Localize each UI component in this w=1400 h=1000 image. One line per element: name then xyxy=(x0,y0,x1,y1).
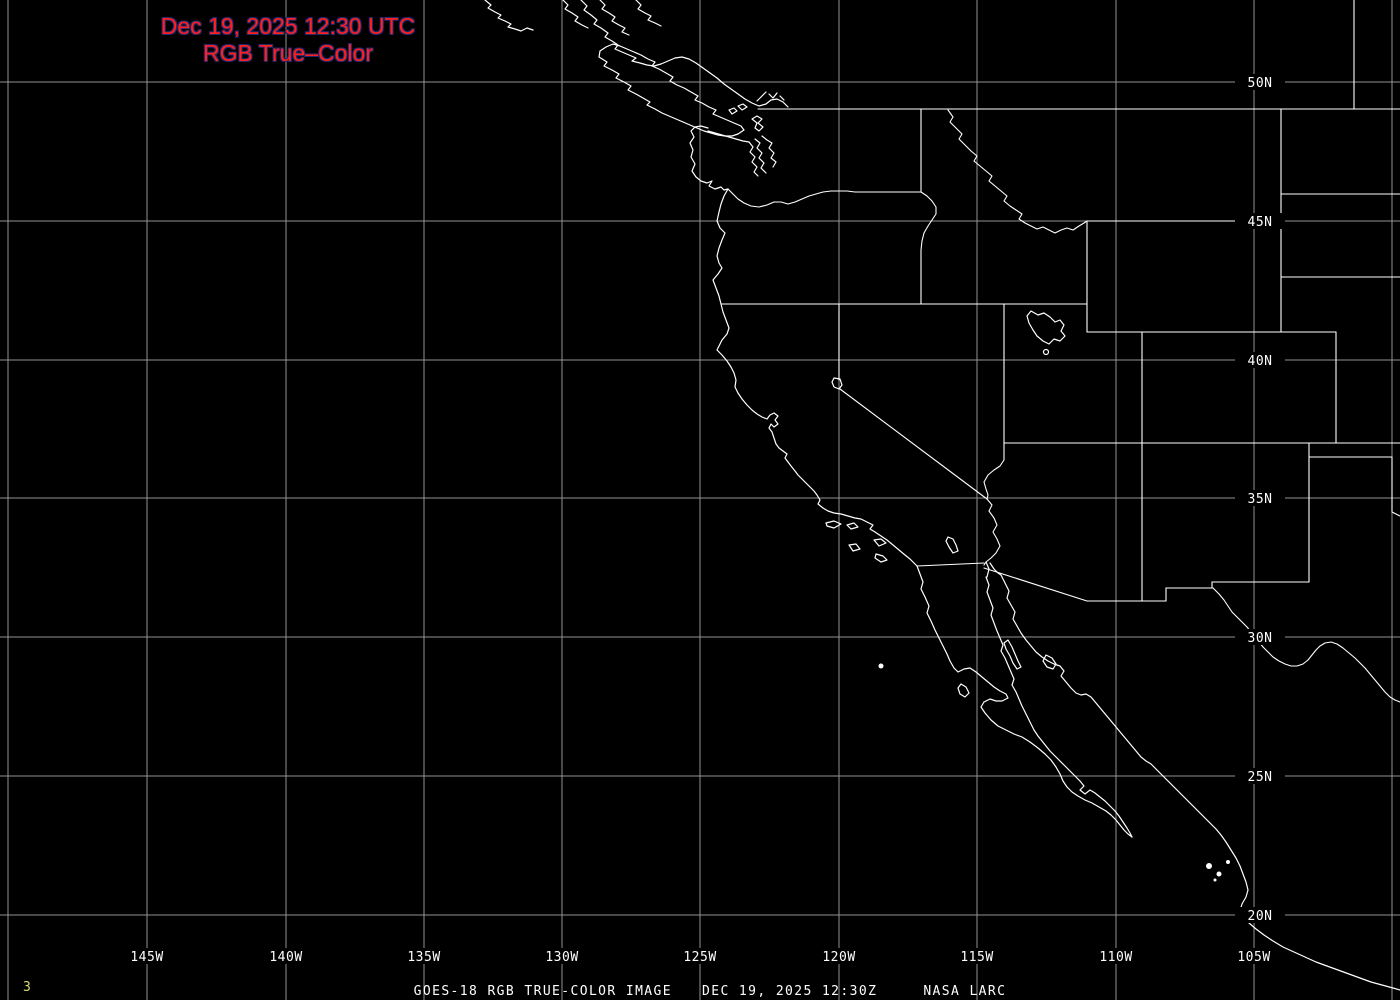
title-timestamp: Dec 19, 2025 12:30 UTC xyxy=(160,13,416,39)
lon-label-130W: 130W xyxy=(545,950,578,965)
island-channel-5 xyxy=(874,553,888,563)
lon-label-145W: 145W xyxy=(130,950,163,965)
lon-label-120W: 120W xyxy=(822,950,855,965)
island-cedros xyxy=(957,683,970,698)
island-marias-4 xyxy=(1213,878,1217,882)
border-layer xyxy=(720,0,1400,703)
border-ca-mexico xyxy=(916,562,985,567)
island-whidbey xyxy=(751,115,764,132)
coastline-oregon-california xyxy=(712,188,918,567)
caption-product-name: GOES-18 RGB TRUE-COLOR IMAGE xyxy=(413,984,672,999)
caption-attribution: NASA LARC xyxy=(923,984,1007,999)
lon-label-125W: 125W xyxy=(683,950,716,965)
river-rio-grande xyxy=(1212,587,1400,703)
lon-label-bg xyxy=(1234,948,1274,964)
lon-label-bg xyxy=(404,948,444,964)
coastline-bc-fjord-3 xyxy=(635,0,662,27)
lat-label-bg xyxy=(1235,352,1285,368)
coastline-baja-east xyxy=(985,576,1133,838)
island-marias-2 xyxy=(1216,871,1222,877)
lon-label-140W: 140W xyxy=(269,950,302,965)
border-wa-or-columbia xyxy=(727,188,922,208)
coastline-bellingham xyxy=(756,91,785,102)
coastline-olympic-peninsula xyxy=(689,125,729,191)
lat-label-20N: 20N xyxy=(1248,909,1273,924)
border-tx-100w xyxy=(1391,456,1400,517)
lat-label-40N: 40N xyxy=(1248,354,1273,369)
lake-layer xyxy=(831,310,1066,554)
image-title: Dec 19, 2025 12:30 UTC RGB True–Color xyxy=(120,13,456,67)
lon-label-bg xyxy=(819,948,859,964)
coastline-bc-fjord-2 xyxy=(599,0,630,36)
lon-label-105W: 105W xyxy=(1237,950,1270,965)
lat-label-bg xyxy=(1235,213,1285,229)
lat-label-50N: 50N xyxy=(1248,76,1273,91)
lat-label-bg xyxy=(1235,629,1285,645)
caption-timestamp: DEC 19, 2025 12:30Z xyxy=(702,984,878,999)
island-channel-4 xyxy=(873,538,887,547)
border-id-mt-bitterroot xyxy=(947,109,1088,234)
utah-lake xyxy=(1042,348,1050,356)
grid-label-layer: 145W 140W 135W 130W 125W 120W 115W 110W 105W 50N 4… xyxy=(127,74,1285,965)
island-channel-2 xyxy=(846,522,859,530)
island-san-juan-1 xyxy=(737,103,748,111)
coastline-puget-sound-3 xyxy=(761,135,777,168)
great-salt-lake xyxy=(1026,310,1066,345)
lon-label-115W: 115W xyxy=(960,950,993,965)
coastline-haida-gwaii xyxy=(484,0,534,32)
island-marias-1 xyxy=(1206,863,1212,869)
lat-label-bg xyxy=(1235,768,1285,784)
lon-label-bg xyxy=(542,948,582,964)
coastline-bc-mainland xyxy=(580,0,789,108)
border-az-mexico-diagonal xyxy=(983,567,1088,602)
lat-label-bg xyxy=(1235,490,1285,506)
coastline-juan-de-fuca xyxy=(707,130,750,143)
coastline-baja-west xyxy=(916,565,1133,838)
coastline-bc-fjord-1 xyxy=(562,0,589,29)
lon-label-bg xyxy=(680,948,720,964)
frame-number: 3 xyxy=(23,980,31,995)
island-angel-de-la-guarda xyxy=(1003,639,1022,670)
lat-label-30N: 30N xyxy=(1248,631,1273,646)
lon-label-bg xyxy=(266,948,306,964)
title-product: RGB True–Color xyxy=(202,40,373,66)
salton-sea xyxy=(945,536,959,554)
coastline-sonora-sinaloa xyxy=(1000,574,1400,991)
island-san-juan-2 xyxy=(728,107,738,115)
lon-label-bg xyxy=(957,948,997,964)
lake-tahoe xyxy=(831,377,843,390)
lat-label-bg xyxy=(1235,907,1285,923)
coastline-vancouver-island xyxy=(598,43,745,137)
lon-label-135W: 135W xyxy=(407,950,440,965)
lat-label-45N: 45N xyxy=(1248,215,1273,230)
colorado-river-delta xyxy=(985,561,1002,578)
island-marias-3 xyxy=(1226,860,1230,864)
island-channel-3 xyxy=(848,543,861,552)
lon-label-110W: 110W xyxy=(1099,950,1132,965)
island-channel-1 xyxy=(825,520,842,529)
lon-label-bg xyxy=(1096,948,1136,964)
border-colorado-river xyxy=(983,442,1005,566)
island-tiburon xyxy=(1042,654,1057,670)
border-ca-nv-diagonal xyxy=(839,388,988,500)
coastline-puget-sound-2 xyxy=(754,138,767,174)
lat-label-bg xyxy=(1235,74,1285,90)
bottom-caption: GOES-18 RGB TRUE-COLOR IMAGE DEC 19, 202… xyxy=(414,984,1007,999)
border-or-id-snake xyxy=(920,191,937,305)
island-guadalupe xyxy=(878,663,884,669)
lat-label-35N: 35N xyxy=(1248,492,1273,507)
lon-label-bg xyxy=(127,948,167,964)
coastline-layer xyxy=(484,0,1400,991)
coastline-puget-sound-1 xyxy=(748,141,759,177)
lat-label-25N: 25N xyxy=(1248,770,1273,785)
